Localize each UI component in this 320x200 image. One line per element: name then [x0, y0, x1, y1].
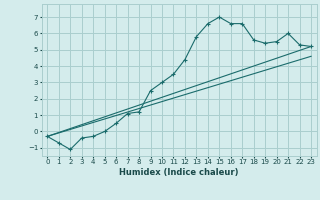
- X-axis label: Humidex (Indice chaleur): Humidex (Indice chaleur): [119, 168, 239, 177]
